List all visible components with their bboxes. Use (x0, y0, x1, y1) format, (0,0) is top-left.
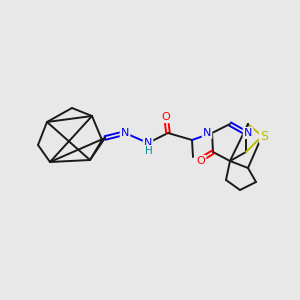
Text: S: S (260, 130, 268, 142)
Text: O: O (162, 112, 170, 122)
Text: N: N (121, 128, 129, 138)
Text: N: N (203, 128, 211, 138)
Text: N: N (144, 138, 152, 148)
Text: N: N (244, 128, 252, 138)
Text: O: O (196, 156, 206, 166)
Text: H: H (145, 146, 153, 156)
